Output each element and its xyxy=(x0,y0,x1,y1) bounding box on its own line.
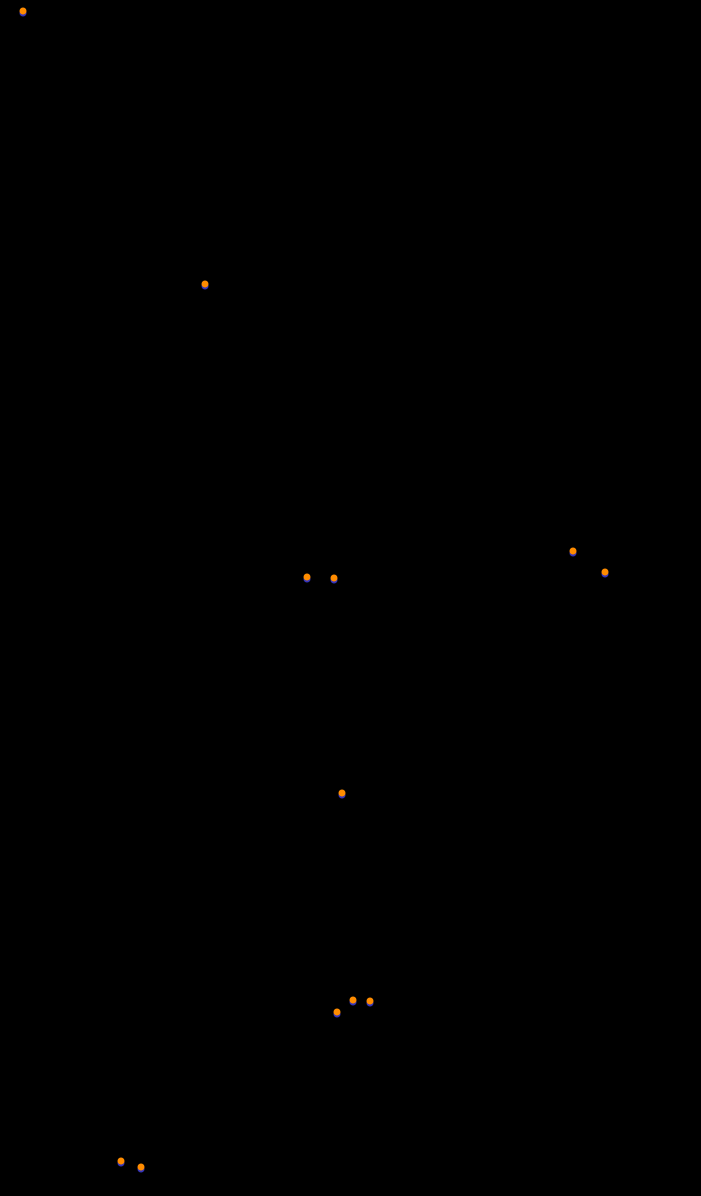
scatter-point xyxy=(202,281,209,288)
scatter-point xyxy=(331,575,338,582)
scatter-point xyxy=(20,8,27,15)
scatter-point xyxy=(350,997,357,1004)
scatter-point xyxy=(570,548,577,555)
scatter-point xyxy=(602,569,609,576)
scatter-point xyxy=(304,574,311,581)
scatter-point xyxy=(334,1009,341,1016)
scatter-point xyxy=(118,1158,125,1165)
scatter-point xyxy=(138,1164,145,1171)
scatter-point xyxy=(367,998,374,1005)
scatter-canvas xyxy=(0,0,701,1196)
scatter-point xyxy=(339,790,346,797)
